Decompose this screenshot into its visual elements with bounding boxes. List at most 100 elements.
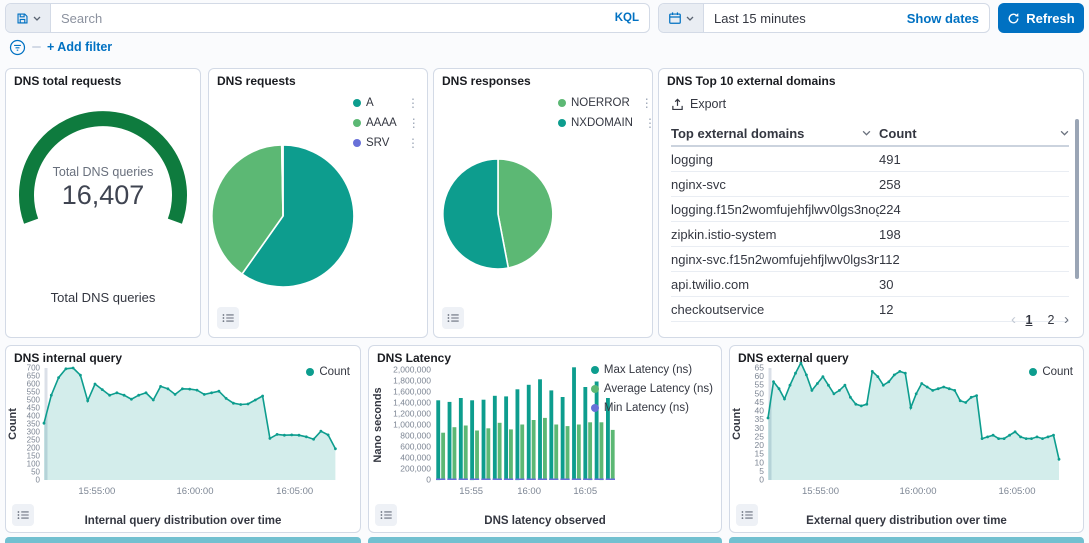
panel-title[interactable]: DNS responses [442, 74, 531, 88]
pie-slice-AAAA[interactable] [211, 144, 284, 276]
column-header-domains[interactable]: Top external domains [671, 126, 879, 141]
legend-label[interactable]: SRV [366, 136, 390, 149]
area-chart[interactable]: 0501001502002503003504004505005506006507… [6, 362, 360, 512]
table-row: nginx-svc.f15n2womfujehfjlwv0lgs3no... 11… [671, 247, 1069, 272]
pagination-next-icon[interactable]: › [1064, 311, 1069, 328]
svg-text:45: 45 [755, 397, 765, 407]
svg-text:35: 35 [755, 414, 765, 424]
legend-item: AAAA ⋮ [353, 115, 420, 130]
column-header-count[interactable]: Count [879, 126, 1069, 141]
saved-query-menu-button[interactable] [6, 4, 51, 32]
pagination-prev-icon[interactable]: ‹ [1011, 311, 1016, 328]
gauge-center: Total DNS queries 16,407 [6, 165, 200, 211]
legend-item: Min Latency (ns) [590, 400, 713, 415]
pie-slice-A[interactable] [240, 144, 355, 288]
cell-domain: checkoutservice [671, 301, 765, 317]
legend-toggle-button[interactable] [217, 307, 239, 329]
legend-label[interactable]: Max Latency (ns) [603, 363, 693, 376]
calendar-menu-button[interactable] [659, 4, 704, 32]
legend-toggle-button[interactable] [375, 504, 397, 526]
legend-item-menu-icon[interactable]: ⋮ [407, 135, 419, 150]
svg-text:16:05: 16:05 [573, 486, 597, 497]
legend-label[interactable]: Average Latency (ns) [603, 382, 713, 395]
pie-chart[interactable] [209, 139, 429, 299]
svg-text:60: 60 [755, 371, 765, 381]
svg-text:16:00:00: 16:00:00 [177, 486, 214, 497]
svg-text:1,200,000: 1,200,000 [393, 409, 431, 419]
panel-dns-internal-query: DNS internal query Count 0 50 100 150 200 250… [5, 345, 361, 533]
table-header-row: Top external domains Count [671, 121, 1069, 147]
query-language-badge[interactable]: KQL [614, 12, 639, 24]
svg-text:25: 25 [755, 431, 765, 441]
filter-icon[interactable] [9, 39, 26, 56]
pie-slice-SRV[interactable] [280, 144, 284, 217]
table-row: checkoutservice 12 [671, 297, 1069, 322]
legend-dot [590, 365, 599, 374]
legend-item: SRV ⋮ [353, 135, 419, 150]
legend-label[interactable]: Min Latency (ns) [603, 401, 689, 414]
panel-title[interactable]: DNS Top 10 external domains [667, 74, 836, 88]
legend-item: Max Latency (ns) [590, 362, 713, 377]
legend-label[interactable]: AAAA [366, 116, 397, 129]
pie-chart[interactable] [434, 139, 654, 299]
cell-domain: logging [671, 151, 713, 167]
table-scrollbar[interactable] [1075, 119, 1079, 279]
panel-title[interactable]: DNS total requests [14, 74, 122, 88]
legend-toggle-button[interactable] [736, 504, 758, 526]
cell-domain: nginx-svc [671, 176, 726, 192]
search-box: KQL [5, 3, 650, 33]
legend-item: A ⋮ [353, 95, 419, 110]
pagination-page-2[interactable]: 2 [1047, 313, 1055, 327]
chart-legend: Count [306, 364, 350, 379]
legend-item-menu-icon[interactable]: ⋮ [407, 95, 419, 110]
table-row: api.twilio.com 30 [671, 272, 1069, 297]
legend-toggle-button[interactable] [442, 307, 464, 329]
show-dates-link[interactable]: Show dates [906, 10, 979, 26]
svg-text:450: 450 [27, 404, 41, 413]
refresh-button[interactable]: Refresh [998, 3, 1084, 33]
panel-title[interactable]: DNS requests [217, 74, 296, 88]
svg-text:500: 500 [27, 396, 41, 405]
cell-count: 198 [879, 226, 901, 242]
legend-item: Count [1029, 364, 1073, 379]
panel-title[interactable]: DNS internal query [14, 351, 123, 365]
export-button[interactable]: Export [671, 97, 726, 111]
search-input[interactable] [51, 10, 605, 26]
legend-item-menu-icon[interactable]: ⋮ [640, 95, 653, 110]
cell-count: 491 [879, 151, 901, 167]
cell-domain: zipkin.istio-system [671, 226, 777, 242]
x-axis-title: Internal query distribution over time [84, 515, 282, 527]
legend-item-menu-icon[interactable]: ⋮ [643, 115, 656, 130]
svg-text:Count: Count [7, 408, 19, 440]
svg-text:50: 50 [31, 468, 40, 477]
legend-item-menu-icon[interactable]: ⋮ [407, 115, 420, 130]
svg-text:15: 15 [755, 449, 765, 459]
legend-toggle-button[interactable] [12, 504, 34, 526]
legend-item: NXDOMAIN ⋮ [558, 115, 656, 130]
gauge-value: 16,407 [61, 180, 145, 210]
legend-label[interactable]: NXDOMAIN [571, 116, 633, 129]
table-row: logging 491 [671, 147, 1069, 172]
legend-label[interactable]: A [366, 96, 374, 109]
time-range-value[interactable]: Last 15 minutes [714, 10, 806, 26]
panel-dns-total-requests: DNS total requests Total DNS queries 16,… [5, 68, 201, 338]
legend-dot [558, 98, 566, 107]
bar-chart[interactable]: 0200,000400,000600,000800,0001,000,0001,… [369, 362, 721, 512]
legend-label[interactable]: Count [1042, 365, 1073, 378]
legend-label[interactable]: Count [319, 365, 350, 378]
pie-slice-NOERROR[interactable] [497, 158, 554, 269]
pagination-page-1[interactable]: 1 [1025, 313, 1033, 327]
pie-legend: A ⋮ AAAA ⋮ SRV ⋮ [353, 95, 420, 150]
legend-label[interactable]: NOERROR [571, 96, 630, 109]
svg-text:15:55:00: 15:55:00 [78, 486, 115, 497]
chart-legend: Max Latency (ns) Average Latency (ns) Min … [590, 362, 713, 415]
panel-title[interactable]: DNS Latency [377, 351, 452, 365]
svg-text:2,000,000: 2,000,000 [393, 365, 431, 375]
svg-text:300: 300 [27, 428, 41, 437]
panel-title[interactable]: DNS external query [738, 351, 849, 365]
svg-text:200: 200 [27, 444, 41, 453]
pie-slice-NXDOMAIN[interactable] [442, 158, 510, 270]
add-filter-link[interactable]: + Add filter [47, 40, 113, 54]
